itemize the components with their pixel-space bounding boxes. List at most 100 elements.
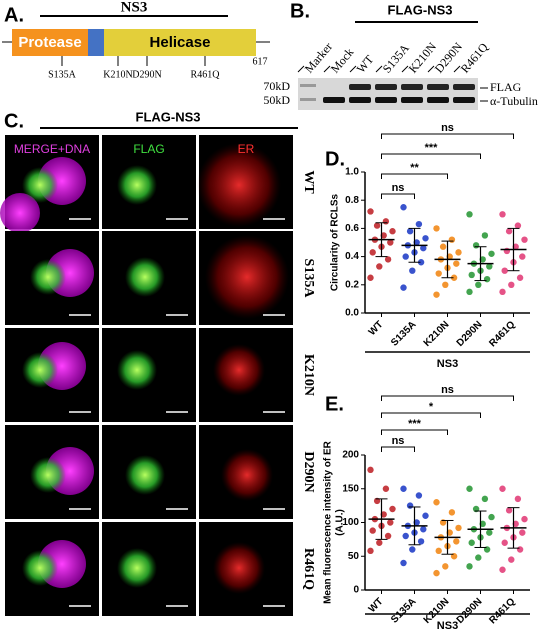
lane-label: WT [354,52,377,76]
data-point [521,515,528,523]
data-point [499,485,506,492]
y-tick-label: 100 [342,517,359,528]
data-point [514,495,522,503]
lane-label: R461Q [458,40,491,76]
data-point [481,495,489,503]
data-point [433,569,440,577]
panel-label: B. [290,0,310,22]
data-point [422,512,429,519]
band-label: α-Tubulin [490,94,538,108]
data-point [503,247,511,255]
data-point [369,527,376,534]
data-point [475,281,482,288]
lane-tick [297,65,305,73]
data-point [369,249,376,256]
marker-label: 70kD [263,79,290,93]
data-point [508,556,515,563]
ns3-signal [117,350,157,390]
data-point [367,547,374,555]
data-point [409,267,416,274]
significance-label: ** [410,162,419,174]
lane-tick [427,65,435,73]
data-point [387,239,394,246]
ns3-signal [22,352,58,388]
domain-label: Protease [18,34,81,51]
data-point [466,288,473,296]
x-tick-label: S135A [389,596,418,625]
data-point [382,485,390,492]
protein-name: NS3 [121,0,148,15]
panel-label: E. [325,393,344,415]
band-label: FLAG [490,80,522,94]
lane-tick [453,65,461,73]
data-point [409,546,416,553]
y-tick-label: 0.2 [345,279,359,290]
data-point [415,220,423,228]
data-point [453,260,460,267]
panel-title: FLAG-NS3 [136,109,201,124]
y-tick-label: 200 [342,450,359,461]
data-point [499,211,506,218]
blot-title: FLAG-NS3 [388,2,453,17]
data-point [448,236,456,243]
data-point [468,271,475,279]
data-point [475,554,482,561]
data-point [501,539,508,546]
y-tick-label: 150 [342,483,359,494]
x-tick-label: D290N [455,319,485,349]
row-label: S135A [301,259,316,299]
y-tick-label: 0.0 [345,308,359,319]
marker-label: 50kD [263,93,290,107]
data-point [433,225,440,232]
data-point [400,485,407,492]
data-point [382,218,390,225]
data-point [486,529,493,536]
data-point [514,222,522,229]
flag-band [375,84,397,90]
data-point [402,253,409,260]
data-point [466,485,473,492]
data-point [472,242,480,249]
data-point [435,547,442,555]
flag-band [349,84,371,90]
panel-label: D. [325,148,345,170]
significance-bracket [381,193,415,199]
ns3-signal [30,457,66,493]
y-axis-label: Circularity of RCLSs [330,193,341,291]
data-point [367,208,374,215]
ns3-signal [117,165,157,205]
y-tick-label: 1.0 [345,167,359,178]
data-point [387,519,394,526]
helicase-domain [104,29,256,56]
data-point [516,546,524,553]
data-point [508,281,515,288]
er-signal [213,542,265,594]
data-point [486,263,493,270]
data-point [442,563,449,570]
data-point [521,236,528,243]
data-point [466,211,473,218]
mutation-ticks [61,56,206,66]
tubulin-band [349,97,371,103]
y-tick-label: 0.8 [345,195,359,206]
significance-bracket [381,133,514,139]
ns3-signal [30,259,66,295]
ns3-signal [117,548,157,588]
data-point [481,232,489,239]
group-label: NS3 [437,358,458,370]
er-signal [213,344,265,396]
flag-band [401,84,423,90]
data-point [505,228,513,235]
significance-label: *** [425,142,439,154]
significance-label: *** [408,418,422,430]
x-tick-label: S135A [389,319,418,348]
lane-label: D290N [432,39,466,75]
data-point [367,466,374,474]
data-point [448,509,456,516]
tubulin-band [453,97,475,103]
significance-bracket [381,412,481,418]
significance-bracket [381,153,481,159]
data-point [422,235,429,242]
ns3-signal [22,167,58,203]
